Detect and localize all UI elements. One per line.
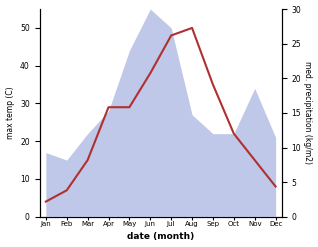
X-axis label: date (month): date (month) — [127, 232, 194, 242]
Y-axis label: max temp (C): max temp (C) — [5, 87, 15, 139]
Y-axis label: med. precipitation (kg/m2): med. precipitation (kg/m2) — [303, 62, 313, 165]
